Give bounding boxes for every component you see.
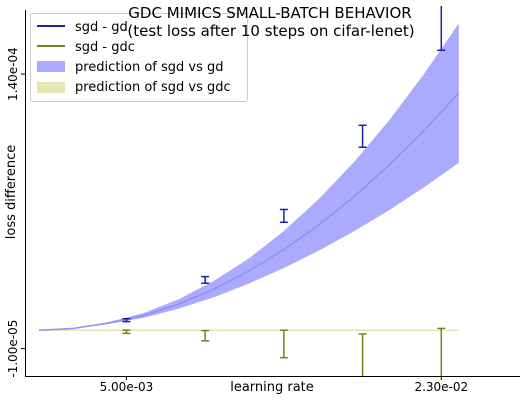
legend-label-prediction-gd: prediction of sgd vs gd	[75, 60, 224, 75]
x-tick-label: 5.00e-03	[100, 380, 154, 394]
y-tick-label: 1.40e-04	[6, 47, 20, 101]
x-axis-label: learning rate	[230, 380, 314, 395]
sgd-gdc-point	[122, 329, 131, 335]
sgd-gd-point	[201, 275, 210, 284]
legend-label-sgd-gdc: sgd - gdc	[75, 40, 135, 55]
sgd-gd-point	[437, 6, 446, 52]
chart-subtitle: (test loss after 10 steps on cifar-lenet…	[127, 22, 414, 40]
sgd-gd-point	[358, 124, 367, 148]
prediction-gd-band	[38, 23, 459, 331]
sgd-gd-point	[122, 317, 131, 323]
sgd-gd-point	[279, 208, 288, 224]
ticks: 5.00e-03 2.30e-02 1.40e-04 -1.00e-05	[6, 47, 468, 394]
prediction-gd-line	[38, 92, 460, 331]
sgd-gdc-point	[437, 327, 446, 376]
y-axis-label: loss difference	[4, 145, 19, 240]
y-tick-label: -1.00e-05	[6, 320, 20, 378]
sgd-gdc-point	[279, 329, 288, 359]
legend-label-prediction-gdc: prediction of sgd vs gdc	[75, 80, 231, 95]
sgd-gdc-point	[358, 333, 367, 376]
plot-marks	[38, 6, 460, 376]
legend: sgd - gd sgd - gdc prediction of sgd vs …	[30, 13, 248, 102]
x-tick-label: 2.30e-02	[414, 380, 468, 394]
legend-frame	[30, 13, 248, 102]
plot-area	[38, 6, 460, 376]
axes	[25, 10, 520, 377]
legend-label-sgd-gd: sgd - gd	[75, 20, 128, 35]
sgd-gdc-point	[201, 329, 210, 342]
legend-swatch-prediction-gdc	[37, 82, 65, 93]
legend-swatch-prediction-gd	[37, 61, 65, 72]
chart-title: GDC MIMICS SMALL-BATCH BEHAVIOR	[128, 4, 411, 22]
